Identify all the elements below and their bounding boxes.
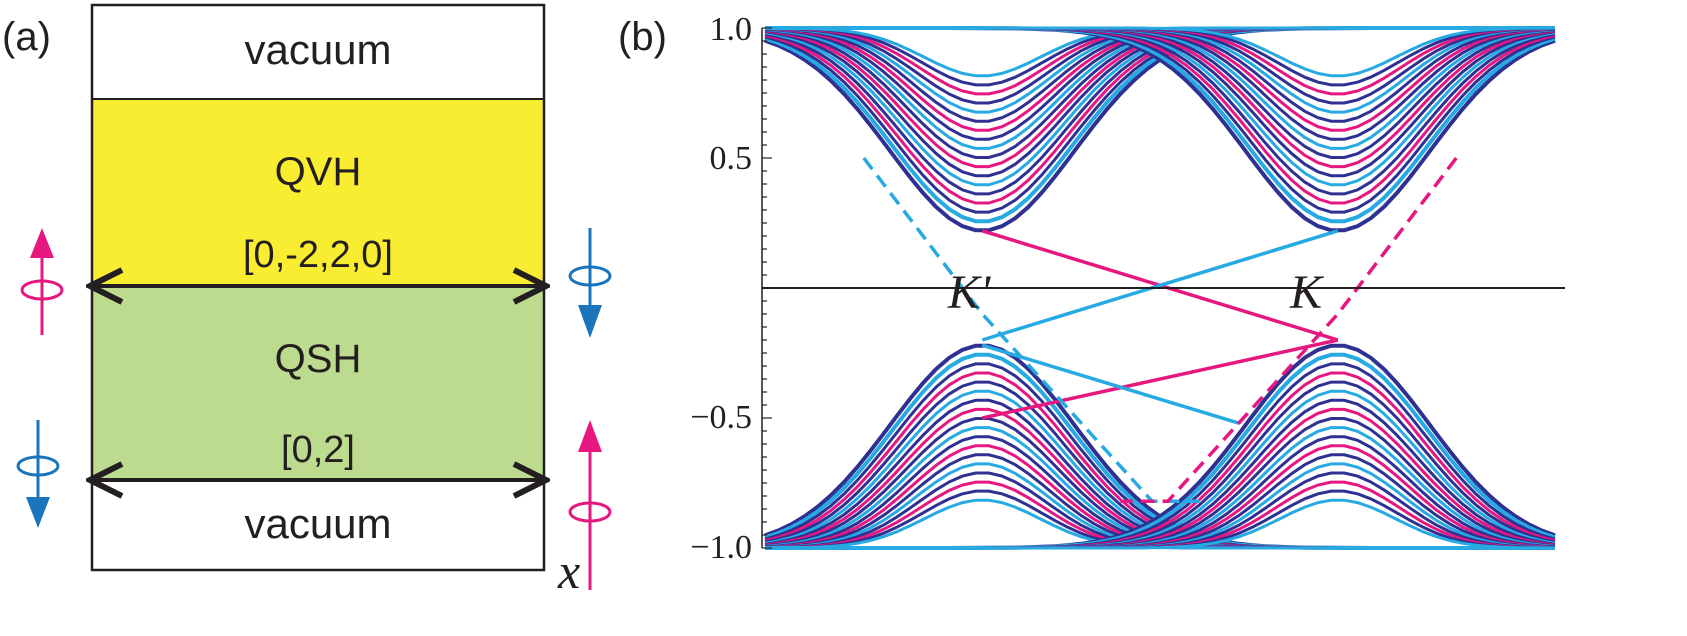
bulk-band-line <box>765 26 1556 78</box>
region-qvh <box>92 99 544 286</box>
qsh-label: QSH <box>275 337 362 381</box>
spin-down-icon <box>568 228 612 338</box>
region-vacuum-top <box>92 5 544 99</box>
bulk-band-line <box>765 498 1556 550</box>
spin-up-icon <box>20 228 64 335</box>
spin-up-icon <box>568 420 612 590</box>
y-tick-label: 0.5 <box>710 140 753 177</box>
qvh-label: QVH <box>275 150 362 194</box>
spin-down-icon <box>16 420 60 528</box>
edge-state-line <box>981 229 1339 342</box>
y-tick-label: −0.5 <box>690 399 752 436</box>
axis-x-label: x <box>557 543 580 599</box>
bulk-band-line <box>765 343 1556 550</box>
panel-b: (b) 1.0 0.5 −0.5 −1.0 K' K <box>618 11 1565 566</box>
y-tick-label: −1.0 <box>690 529 752 566</box>
band-plot <box>764 26 1556 550</box>
panel-b-label: (b) <box>618 15 667 59</box>
qsh-vacuum-index: [0,2] <box>281 429 355 471</box>
valley-label-k: K <box>1289 266 1325 319</box>
y-axis: 1.0 0.5 −0.5 −1.0 <box>690 11 772 566</box>
region-qsh <box>92 286 544 480</box>
edge-state-line <box>981 343 1240 425</box>
valley-label-k-prime: K' <box>947 266 991 319</box>
vacuum-top-label: vacuum <box>244 26 391 73</box>
edge-state-line <box>981 338 1339 420</box>
qvh-qsh-index: [0,-2,2,0] <box>243 234 393 276</box>
edge-state-line <box>862 156 1200 503</box>
y-tick-label: 1.0 <box>710 11 753 48</box>
panel-a-label: (a) <box>2 15 51 59</box>
vacuum-bottom-label: vacuum <box>244 500 391 547</box>
bulk-band-line <box>765 26 1556 233</box>
edge-state-line <box>1120 156 1458 503</box>
panel-a: (a) vacuum QVH [0,-2,2,0] QSH [0,2] vacu… <box>2 3 612 599</box>
